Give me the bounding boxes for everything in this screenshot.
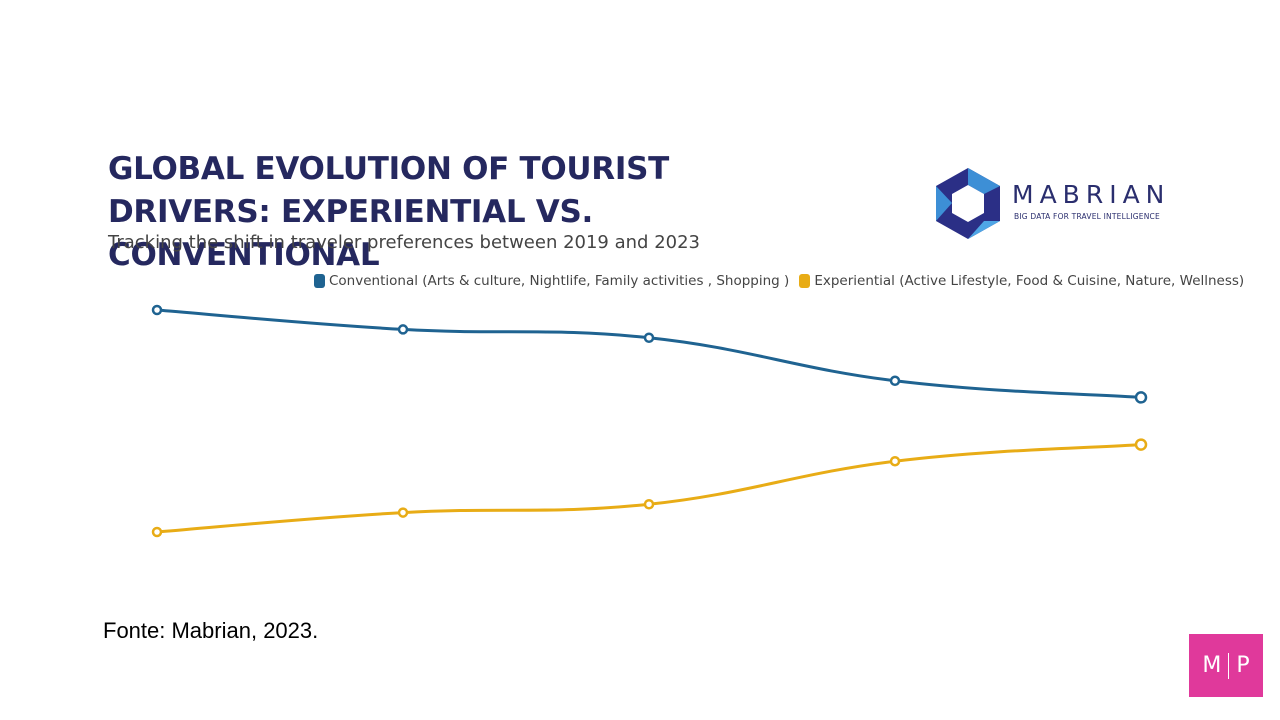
legend-swatch	[314, 274, 325, 288]
data-point	[643, 499, 655, 510]
logo-name: MABRIAN	[1012, 180, 1171, 209]
legend-item: Experiential (Active Lifestyle, Food & C…	[799, 273, 1244, 289]
legend-label: Conventional (Arts & culture, Nightlife,…	[329, 273, 790, 289]
data-point	[889, 375, 901, 387]
data-point	[397, 507, 409, 518]
data-point	[1134, 438, 1148, 451]
series-line	[156, 443, 1142, 534]
chart-subtitle: Tracking the shift in traveler preferenc…	[108, 232, 701, 253]
series-line	[156, 308, 1142, 399]
legend-label: Experiential (Active Lifestyle, Food & C…	[814, 273, 1245, 289]
legend-item: Conventional (Arts & culture, Nightlife,…	[314, 273, 789, 289]
logo-tagline: BIG DATA FOR TRAVEL INTELLIGENCE	[1014, 212, 1160, 221]
legend-swatch	[799, 274, 811, 288]
data-point	[397, 324, 409, 335]
chart-title: GLOBAL EVOLUTION OF TOURIST DRIVERS: EXP…	[108, 151, 669, 273]
badge-letter: M	[1202, 653, 1222, 678]
legend: Conventional (Arts & culture, Nightlife,…	[314, 273, 1244, 289]
data-point	[643, 332, 655, 343]
logo-mark	[936, 168, 1000, 239]
data-point	[1134, 391, 1148, 404]
data-point	[151, 304, 163, 316]
data-point	[151, 526, 163, 538]
badge-letter: P	[1236, 653, 1250, 678]
source-note: Fonte: Mabrian, 2023.	[103, 618, 319, 643]
data-point	[889, 455, 901, 467]
